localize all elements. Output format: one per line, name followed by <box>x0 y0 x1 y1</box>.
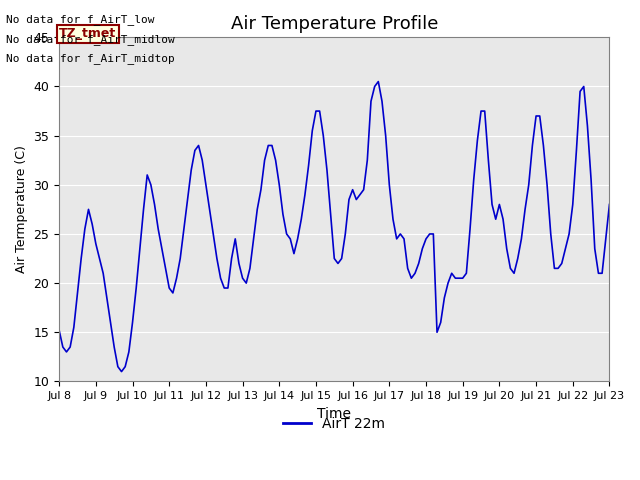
Text: No data for f_AirT_low: No data for f_AirT_low <box>6 14 155 25</box>
Text: No data for f_AirT_midtop: No data for f_AirT_midtop <box>6 53 175 64</box>
Legend: AirT 22m: AirT 22m <box>278 411 391 436</box>
Title: Air Temperature Profile: Air Temperature Profile <box>230 15 438 33</box>
Text: TZ_tmet: TZ_tmet <box>59 27 116 40</box>
Y-axis label: Air Termperature (C): Air Termperature (C) <box>15 145 28 273</box>
Text: No data for f_AirT_midlow: No data for f_AirT_midlow <box>6 34 175 45</box>
X-axis label: Time: Time <box>317 407 351 420</box>
